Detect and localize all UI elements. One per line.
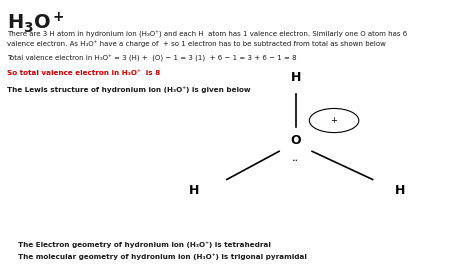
Text: H: H — [395, 184, 405, 197]
Text: H: H — [291, 71, 301, 84]
Text: So total valence electron in H₃O⁺  is 8: So total valence electron in H₃O⁺ is 8 — [7, 70, 160, 76]
Text: O: O — [290, 134, 301, 147]
Text: There are 3 H atom in hydronium ion (H₃O⁺) and each H  atom has 1 valence electr: There are 3 H atom in hydronium ion (H₃O… — [7, 31, 407, 47]
Text: Total valence electron in H₃O⁺ = 3 (H) +  (O) − 1 = 3 (1)  + 6 − 1 = 3 + 6 − 1 =: Total valence electron in H₃O⁺ = 3 (H) +… — [7, 55, 297, 62]
Text: H: H — [189, 184, 199, 197]
Text: The Lewis structure of hydronium ion (H₃O⁺) is given below: The Lewis structure of hydronium ion (H₃… — [7, 86, 251, 93]
Text: The molecular geometry of hydronium ion (H₃O⁺) is trigonal pyramidal: The molecular geometry of hydronium ion … — [18, 253, 307, 260]
Text: +: + — [331, 116, 337, 125]
Text: ⋅⋅: ⋅⋅ — [292, 156, 299, 166]
Text: $\mathbf{H_3O^+}$: $\mathbf{H_3O^+}$ — [7, 10, 65, 35]
Text: The Electron geometry of hydronium ion (H₃O⁺) is tetrahedral: The Electron geometry of hydronium ion (… — [18, 241, 271, 248]
